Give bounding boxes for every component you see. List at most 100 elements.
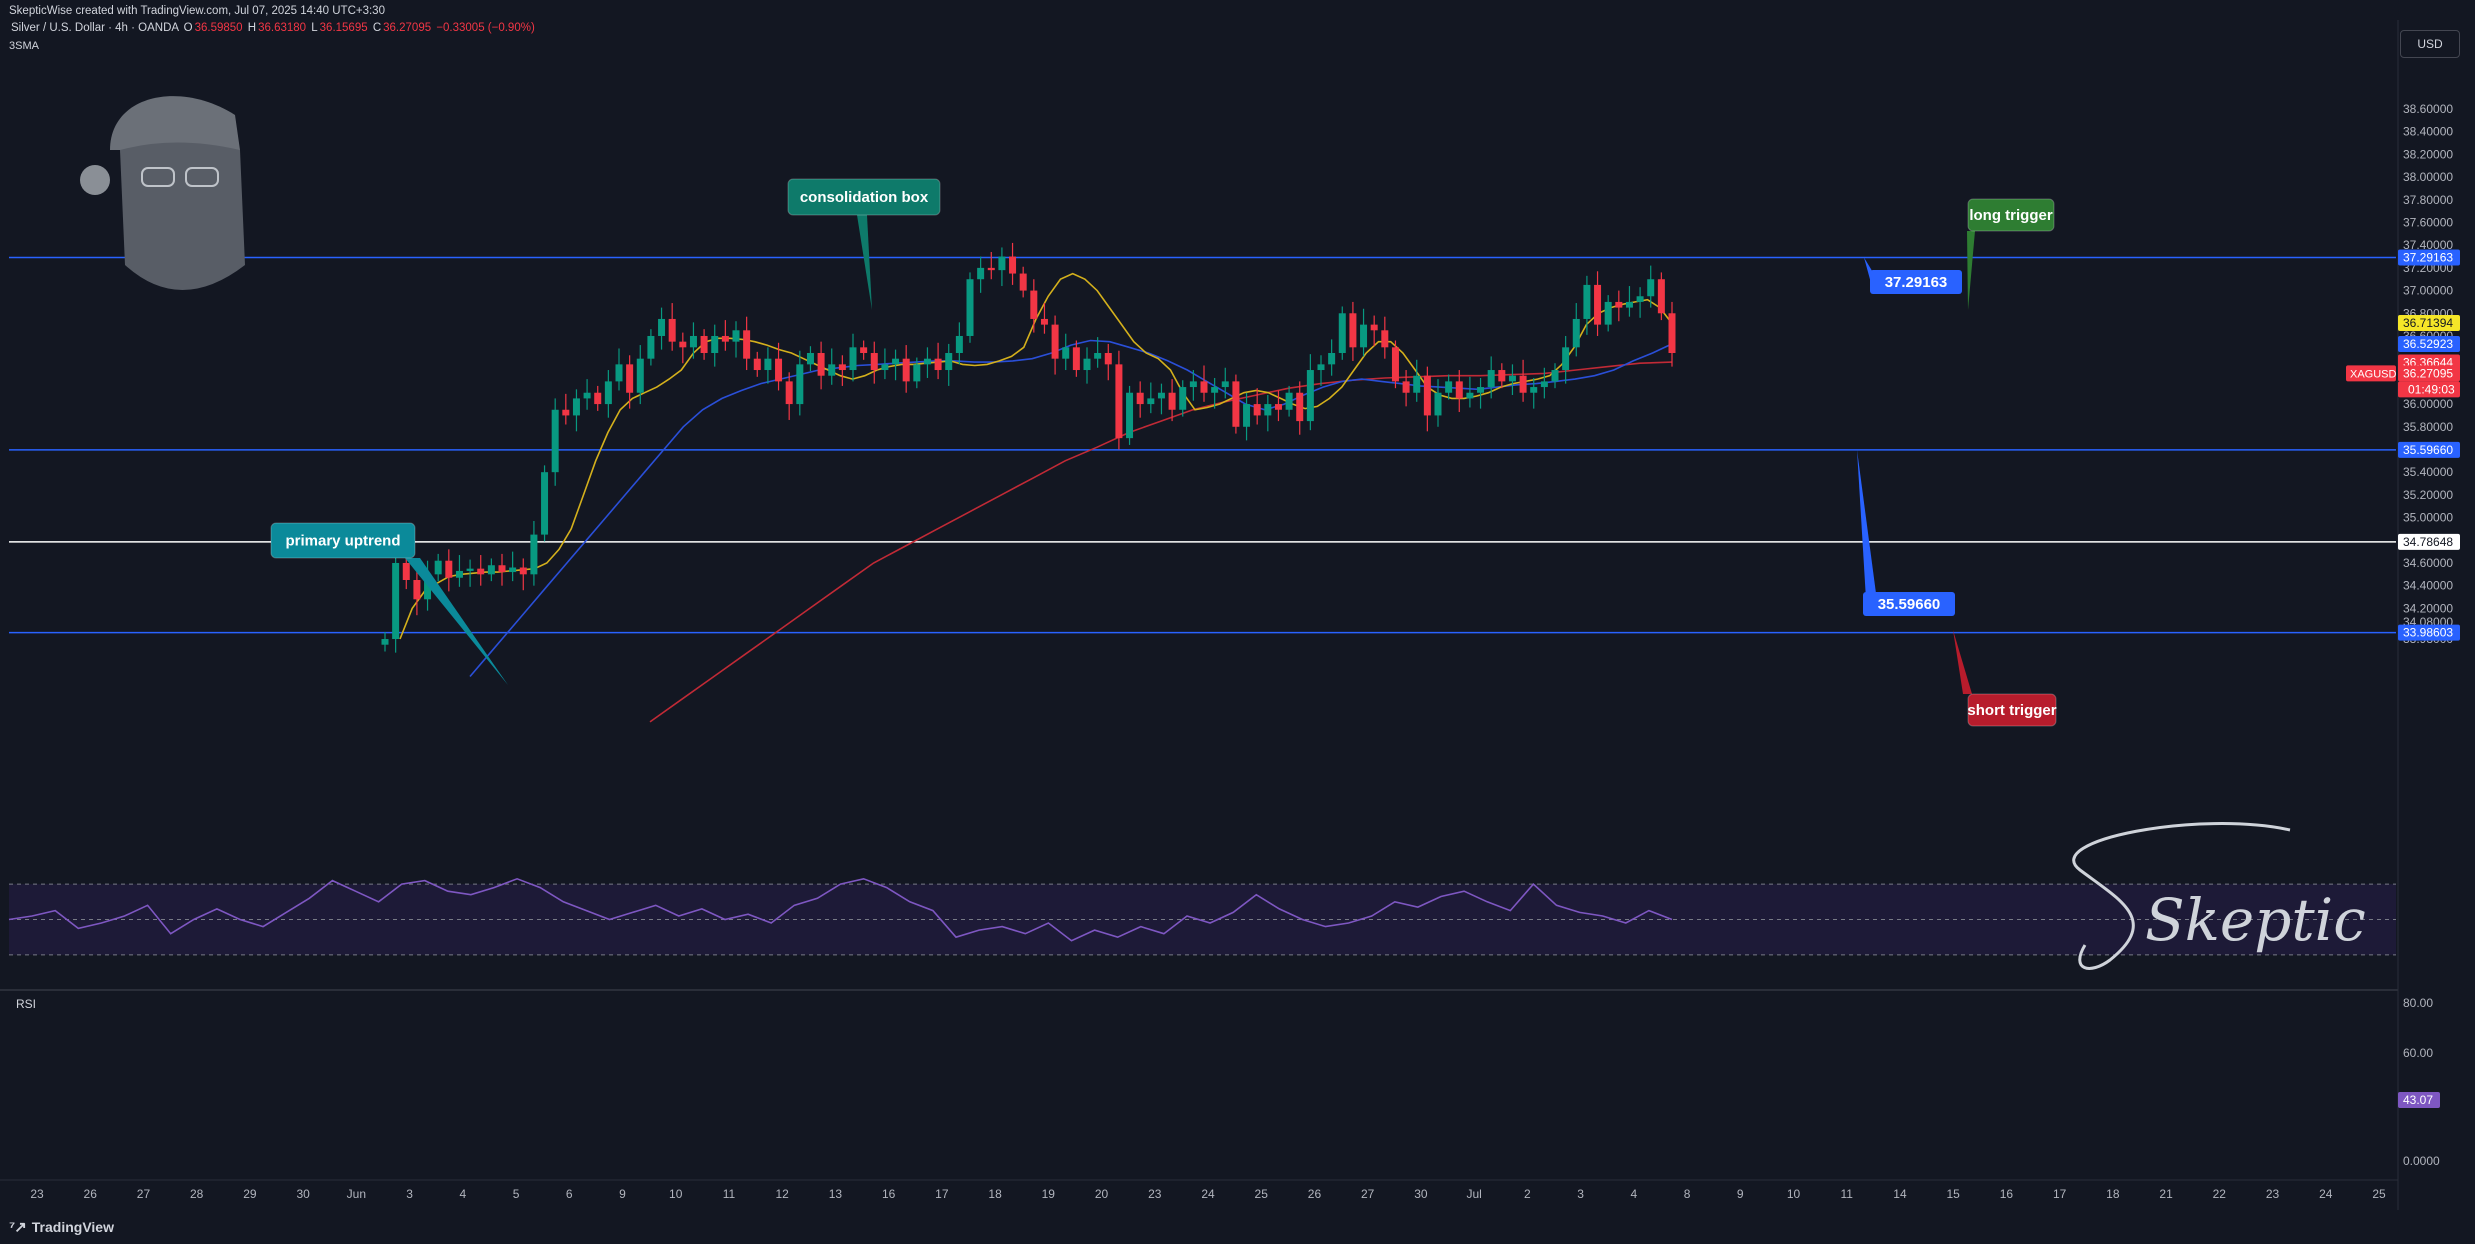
candle-body — [487, 565, 495, 575]
time-tick-label: 5 — [513, 1187, 520, 1201]
candle-body — [689, 335, 697, 348]
candle-body — [509, 567, 517, 573]
high-label: H — [247, 22, 257, 34]
price-tick-label: 35.00000 — [2403, 511, 2453, 525]
price-tick-label: 37.40000 — [2403, 238, 2453, 252]
tradingview-footer[interactable]: ⁷↗ TradingView — [9, 1218, 114, 1236]
time-tick-label: 23 — [30, 1187, 44, 1201]
candle-body — [541, 472, 549, 535]
price-badge — [2398, 336, 2460, 353]
currency-button[interactable]: USD — [2400, 30, 2460, 58]
candle-body — [1274, 404, 1282, 410]
candle-body — [775, 358, 783, 382]
price-tick-label: 38.20000 — [2403, 147, 2453, 161]
time-tick-label: 3 — [1577, 1187, 1584, 1201]
candle-body — [572, 398, 580, 416]
candle-body — [1083, 358, 1091, 371]
candle-body — [1126, 392, 1134, 439]
time-tick-label: 14 — [1893, 1187, 1907, 1201]
time-tick-label: 16 — [2000, 1187, 2014, 1201]
rsi-tick-label: 80.00 — [2403, 996, 2433, 1010]
candle-body — [1328, 353, 1336, 365]
time-tick-label: 26 — [1308, 1187, 1322, 1201]
time-tick-label: 30 — [296, 1187, 310, 1201]
price-tick-label: 34.40000 — [2403, 579, 2453, 593]
time-tick-label: 17 — [935, 1187, 949, 1201]
candle-body — [551, 409, 559, 473]
candle-body — [1009, 256, 1017, 274]
short-trigger-callout-box — [1967, 693, 2057, 727]
time-tick-label: 9 — [619, 1187, 626, 1201]
open-value: 36.59850 — [194, 22, 243, 34]
open-label: O — [183, 22, 193, 34]
candle-body — [594, 392, 602, 405]
consolidation-callout-box — [787, 178, 941, 216]
time-tick-label: 18 — [988, 1187, 1002, 1201]
candle-body — [1306, 370, 1314, 422]
candle-body — [700, 335, 708, 354]
candle-body — [1487, 370, 1495, 388]
candle-body — [1072, 347, 1080, 371]
countdown-text: 01:49:03 — [2408, 382, 2455, 396]
candle-body — [668, 318, 676, 342]
time-tick-label: Jun — [347, 1187, 366, 1201]
candle-body — [1498, 370, 1506, 382]
time-tick-label: 18 — [2106, 1187, 2120, 1201]
time-tick-label: 3 — [406, 1187, 413, 1201]
candle-body — [477, 568, 485, 575]
candle-body — [764, 358, 772, 371]
candle-body — [902, 358, 910, 382]
candle-body — [1636, 296, 1644, 302]
price-tick-label: 37.60000 — [2403, 215, 2453, 229]
time-tick-label: 6 — [566, 1187, 573, 1201]
uptrend-callout-pointer — [405, 558, 508, 685]
candle-body — [998, 256, 1006, 271]
candle-body — [434, 560, 442, 575]
candle-body — [413, 580, 421, 600]
rsi-badge — [2398, 1092, 2440, 1108]
low-label: L — [311, 22, 318, 34]
low-value: 36.15695 — [319, 22, 368, 34]
candle-body — [934, 358, 942, 371]
symbol-name: Silver / U.S. Dollar · 4h · OANDA — [11, 22, 179, 34]
candle-body — [424, 574, 432, 600]
signature-text: Skeptic — [2145, 886, 2366, 954]
candle-body — [498, 565, 506, 573]
annotations: consolidation box primary uptrend long tri… — [80, 96, 2366, 970]
candle-body — [1647, 279, 1655, 297]
indicator-label[interactable]: 3SMA — [9, 40, 39, 52]
tradingview-brand: TradingView — [31, 1219, 114, 1235]
candle-body — [1285, 392, 1293, 410]
candle-body — [615, 364, 623, 382]
candle-body — [1221, 381, 1229, 388]
candle-body — [1232, 381, 1240, 427]
time-tick-label: 22 — [2213, 1187, 2227, 1201]
uptrend-callout-text: primary uptrend — [285, 533, 400, 550]
santa-face — [120, 142, 245, 290]
price-tick-label: 35.40000 — [2403, 465, 2453, 479]
candle-body — [1477, 387, 1485, 393]
santa-glasses-left — [141, 167, 175, 187]
candle-body — [636, 358, 644, 393]
candle-body — [1253, 404, 1261, 416]
time-tick-label: 15 — [1947, 1187, 1961, 1201]
candle-body — [1540, 381, 1548, 388]
candle-body — [583, 392, 591, 399]
candle-body — [1615, 301, 1623, 308]
candle-body — [1179, 387, 1187, 410]
symbol-tag-text: XAGUSD — [2350, 368, 2397, 380]
candle-body — [1391, 347, 1399, 382]
candle-body — [817, 353, 825, 376]
level-label-box — [1870, 270, 1962, 294]
candle-body — [945, 353, 953, 371]
candle-body — [381, 639, 389, 645]
candle-body — [1381, 330, 1389, 348]
candle-body — [785, 381, 793, 405]
candle-body — [796, 364, 804, 405]
price-badge — [2398, 249, 2460, 266]
price-tick-label: 37.00000 — [2403, 284, 2453, 298]
candle-body — [1264, 404, 1272, 416]
santa-hat — [110, 96, 240, 150]
candle-body — [519, 567, 527, 575]
